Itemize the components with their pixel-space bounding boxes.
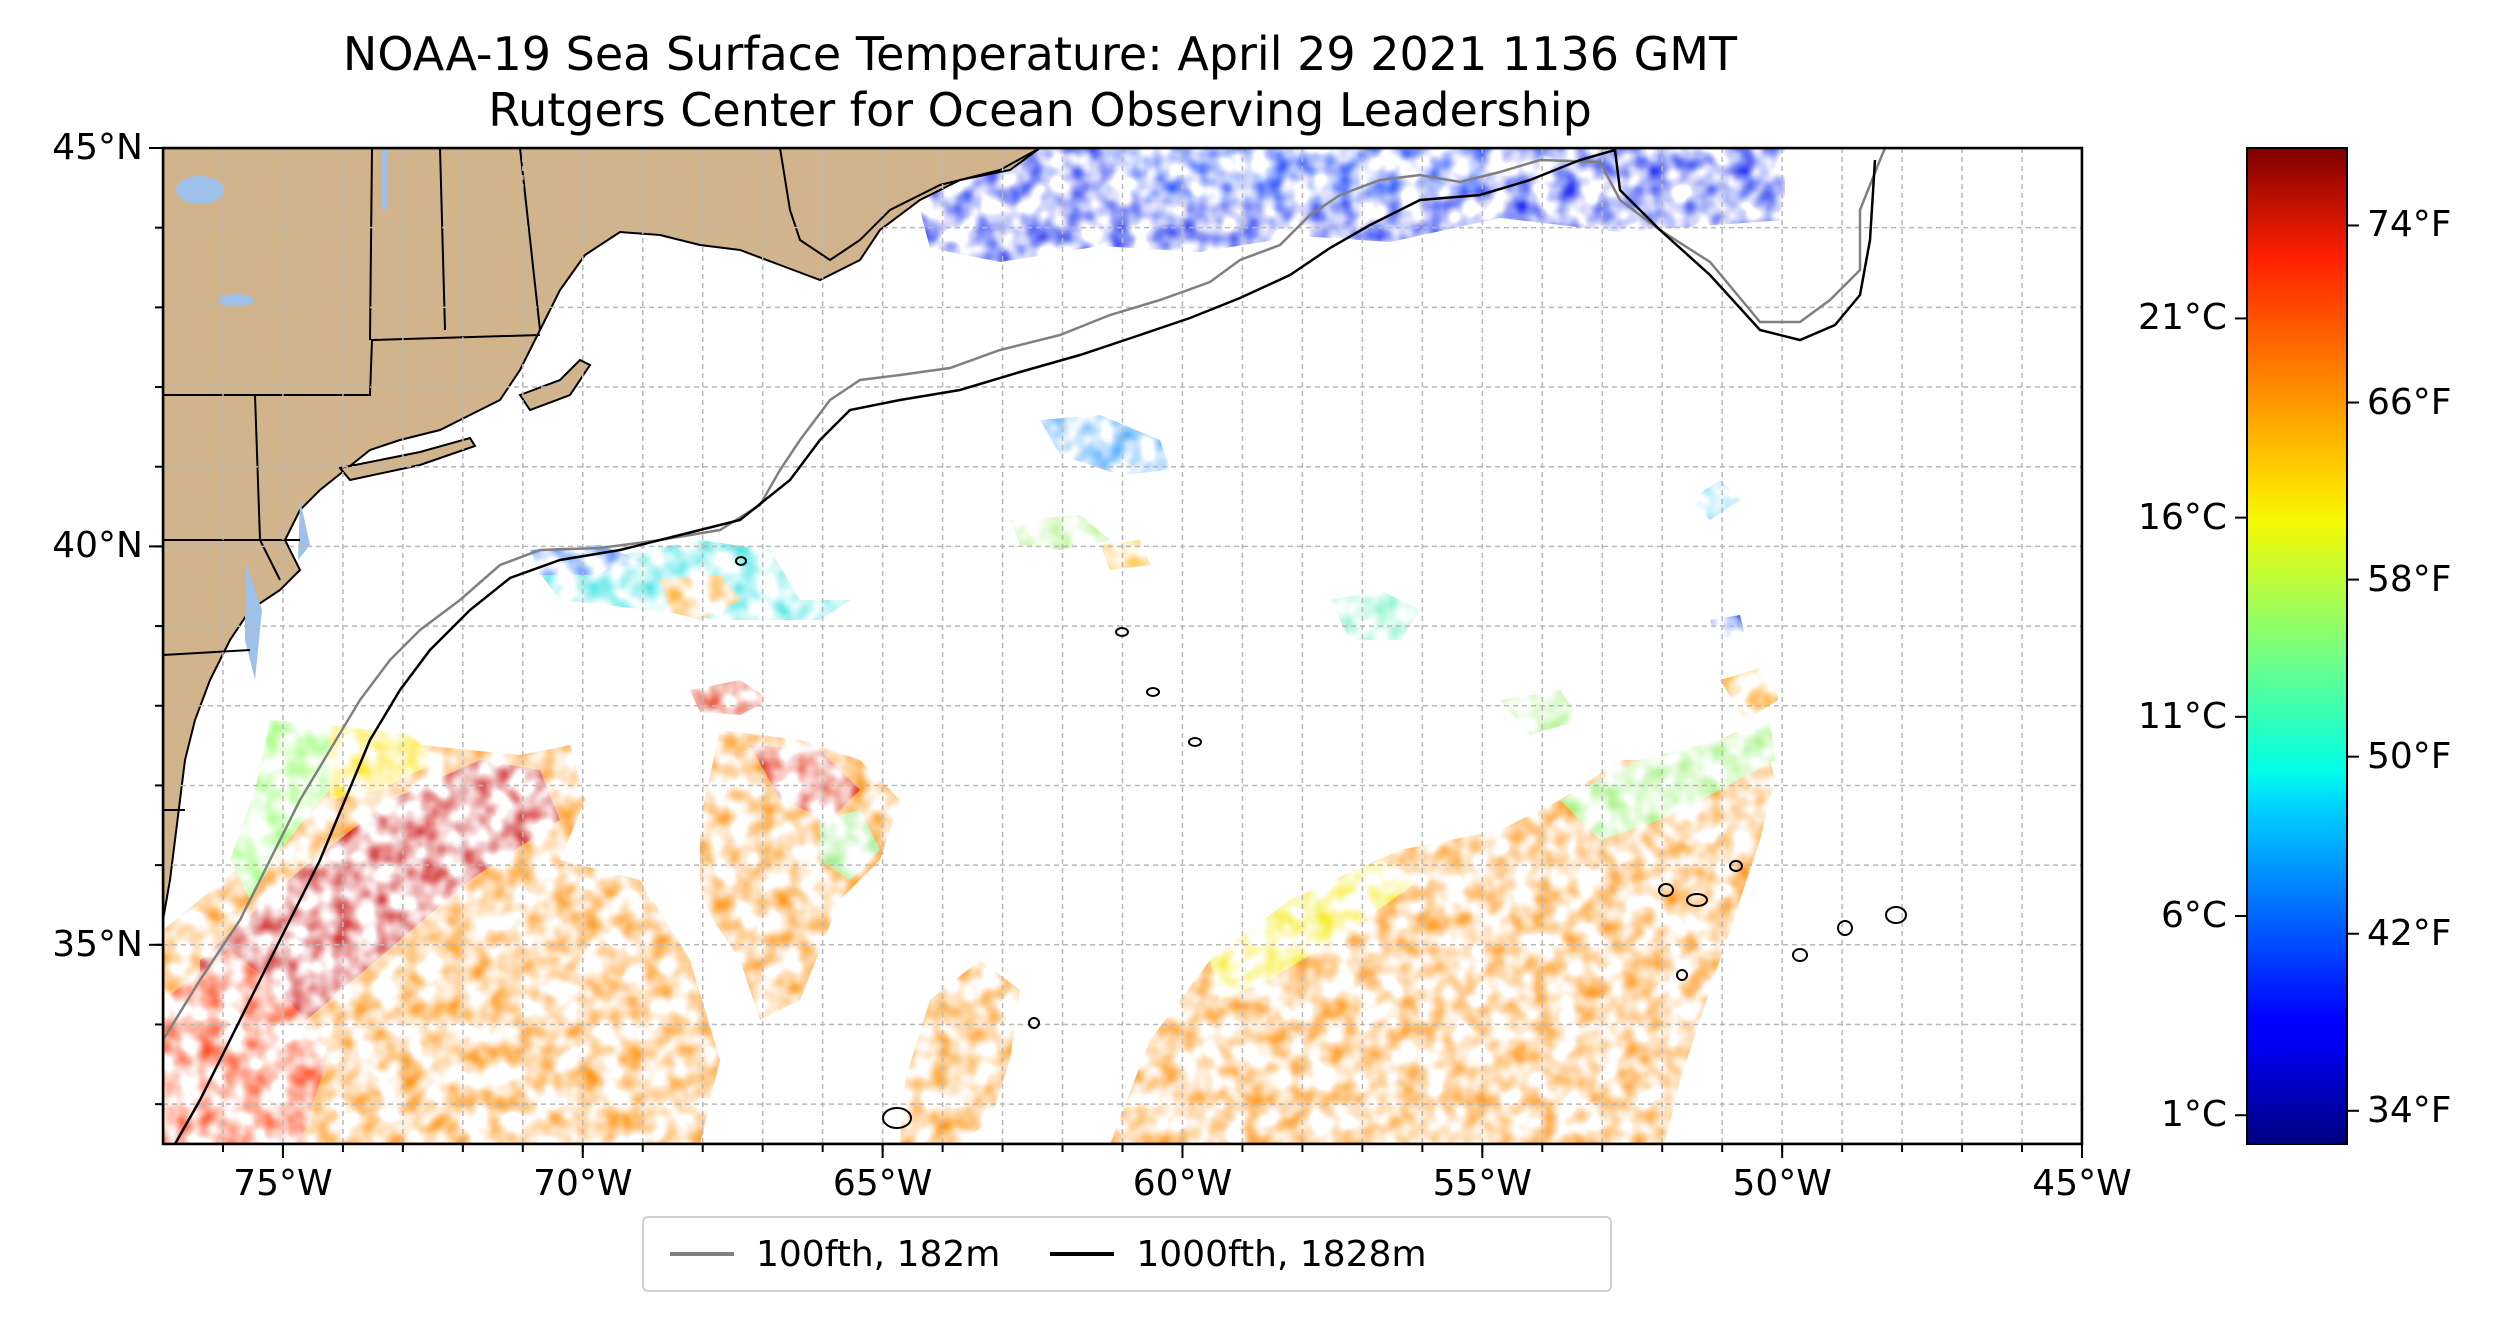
colorbar-label-c: 6°C bbox=[2160, 895, 2227, 937]
sst-patch-scatter-2 bbox=[1010, 515, 1110, 550]
lon-tick-label: 55°W bbox=[1432, 1163, 1533, 1204]
land-cape-cod bbox=[518, 358, 592, 412]
legend-item-1000fth: 1000fth, 1828m bbox=[1050, 1233, 1427, 1275]
land-layer bbox=[163, 148, 1042, 921]
lat-tick-label: 35°N bbox=[52, 923, 143, 965]
land-north-america bbox=[163, 148, 1042, 921]
sst-patch-orange-north bbox=[660, 575, 740, 620]
sst-patch-east-orange bbox=[1720, 665, 1778, 720]
legend: 100fth, 182m 1000fth, 1828m bbox=[642, 1216, 1612, 1292]
sst-patch-scatter-6 bbox=[1710, 615, 1745, 638]
colorbar-label-f: 34°F bbox=[2367, 1089, 2452, 1131]
sst-patch-gulfstream-mid bbox=[700, 730, 900, 1020]
land-nova-scotia bbox=[778, 148, 1041, 262]
lon-tick-label: 70°W bbox=[533, 1163, 633, 1204]
figure-subtitle: Rutgers Center for Ocean Observing Leade… bbox=[488, 83, 1592, 137]
lat-tick-label: 40°N bbox=[52, 525, 143, 567]
delaware-bay bbox=[298, 500, 310, 560]
sst-patch-scatter-5 bbox=[1690, 480, 1740, 520]
lake-2 bbox=[218, 294, 254, 306]
contour-100fth bbox=[163, 148, 1887, 1041]
sst-patch-scatter-8 bbox=[1500, 690, 1580, 735]
map-border bbox=[161, 146, 2084, 1146]
lon-tick-label: 50°W bbox=[1732, 1163, 1832, 1204]
colorbar bbox=[2246, 147, 2348, 1145]
colorbar-label-c: 1°C bbox=[2160, 1094, 2227, 1136]
sst-patch-gulfstream-mid-red bbox=[750, 745, 860, 820]
map-tick-marks bbox=[149, 147, 2083, 1158]
sst-patch-scatter-7 bbox=[820, 810, 880, 880]
colorbar-ticks bbox=[2235, 224, 2359, 1117]
lake-champlain bbox=[382, 150, 388, 210]
lon-tick-label: 45°W bbox=[2032, 1163, 2132, 1204]
lat-tick-label: 45°N bbox=[52, 127, 143, 168]
sst-patch-southeast-green bbox=[1560, 720, 1775, 840]
sst-patch-scatter-3 bbox=[1100, 540, 1150, 570]
sst-patch-scatter-1 bbox=[1040, 415, 1170, 475]
sst-patch-cold-northeast-2 bbox=[1100, 148, 1500, 206]
legend-item-100fth: 100fth, 182m bbox=[670, 1234, 1000, 1275]
lake-1 bbox=[176, 176, 224, 204]
sst-patch-south-central bbox=[900, 960, 1020, 1144]
legend-label-1000fth: 1000fth, 1828m bbox=[1136, 1233, 1427, 1275]
legend-swatch-100fth bbox=[670, 1252, 734, 1256]
lon-tick-label: 65°W bbox=[832, 1163, 933, 1204]
lon-tick-label: 60°W bbox=[1132, 1163, 1233, 1204]
land-long-island bbox=[338, 436, 477, 482]
colorbar-label-f: 42°F bbox=[2367, 912, 2452, 954]
sst-patch-southeast-yellow bbox=[1210, 860, 1420, 1000]
colorbar-label-c: 11°C bbox=[2138, 695, 2227, 737]
lon-tick-label: 75°W bbox=[233, 1163, 333, 1204]
sst-patch-red-southwest bbox=[163, 950, 330, 1144]
sst-patch-scatter-4 bbox=[1330, 590, 1420, 640]
figure-title: NOAA-19 Sea Surface Temperature: April 2… bbox=[342, 27, 1738, 81]
colorbar-label-c: 16°C bbox=[2138, 496, 2227, 538]
legend-label-100fth: 100fth, 182m bbox=[756, 1233, 1001, 1275]
map-gridlines bbox=[163, 148, 2082, 1144]
colorbar-label-f: 58°F bbox=[2367, 558, 2452, 600]
sst-patch-shelf-yellow bbox=[330, 725, 440, 800]
colorbar-label-f: 74°F bbox=[2367, 204, 2452, 246]
colorbar-label-f: 50°F bbox=[2367, 735, 2452, 777]
sst-data-layer bbox=[163, 148, 1785, 1144]
legend-swatch-1000fth bbox=[1050, 1252, 1115, 1256]
colorbar-label-f: 66°F bbox=[2367, 381, 2452, 423]
seamount-contours bbox=[735, 556, 1907, 1129]
colorbar-label-c: 21°C bbox=[2138, 297, 2227, 339]
contour-1000fth bbox=[173, 148, 1877, 1144]
